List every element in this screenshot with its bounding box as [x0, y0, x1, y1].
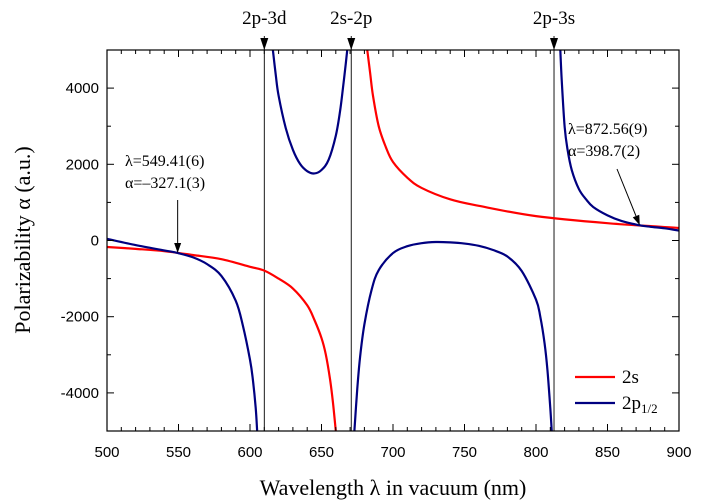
transition-arrow: [550, 38, 559, 50]
y-tick-label: -4000: [61, 385, 99, 402]
annotation-arrow-line: [616, 168, 637, 217]
legend: 2s 2p1/2: [575, 367, 658, 416]
series-line-2p: [271, 50, 349, 175]
series-line-2p: [107, 237, 259, 431]
annotation-lambda: λ=872.56(9): [568, 121, 647, 138]
legend-label: 2p1/2: [622, 393, 658, 416]
series-line-2s: [366, 50, 679, 230]
transition-arrow: [260, 38, 269, 50]
x-tick-label: 500: [94, 444, 119, 461]
plot-frame: [106, 49, 680, 432]
y-tick-label: 4000: [66, 80, 99, 97]
y-tick-label: -2000: [61, 309, 99, 326]
x-tick-label: 700: [380, 444, 405, 461]
x-tick-label: 850: [595, 444, 620, 461]
annotation-lambda: λ=549.41(6): [125, 153, 204, 170]
x-tick-label: 650: [309, 444, 334, 461]
annotation-alpha: α=–327.1(3): [125, 175, 205, 192]
transition-arrow: [347, 38, 356, 50]
legend-label: 2s: [622, 367, 639, 388]
series-line-2p: [559, 50, 679, 232]
x-tick-label: 550: [166, 444, 191, 461]
annotation-arrow-head: [174, 242, 182, 253]
x-axis-title: Wavelength λ in vacuum (nm): [260, 475, 527, 500]
transition-label: 2p-3d: [242, 8, 287, 29]
transition-label: 2s-2p: [330, 8, 372, 29]
x-tick-label: 900: [666, 444, 691, 461]
x-tick-label: 750: [452, 444, 477, 461]
axis-ticks: [106, 49, 680, 432]
series-layer: [107, 50, 679, 431]
x-tick-label: 800: [523, 444, 548, 461]
y-tick-label: 2000: [66, 156, 99, 173]
annotation-arrow-head: [632, 214, 640, 226]
series-line-2p: [353, 240, 553, 431]
annotation-alpha: α=398.7(2): [568, 143, 640, 160]
transition-label: 2p-3s: [533, 8, 575, 29]
annotations: λ=549.41(6) α=–327.1(3) λ=872.56(9) α=398.7…: [125, 121, 647, 253]
y-tick-label: 0: [91, 233, 99, 250]
x-tick-label: 600: [237, 444, 262, 461]
tick-labels: 500 550 600 650 700 750 800 850 900 -4000 -2000 0 20…: [61, 80, 692, 461]
transition-lines: 2p-3d 2s-2p 2p-3s: [242, 8, 575, 431]
y-axis-title: Polarizability α (a.u.): [10, 146, 35, 333]
